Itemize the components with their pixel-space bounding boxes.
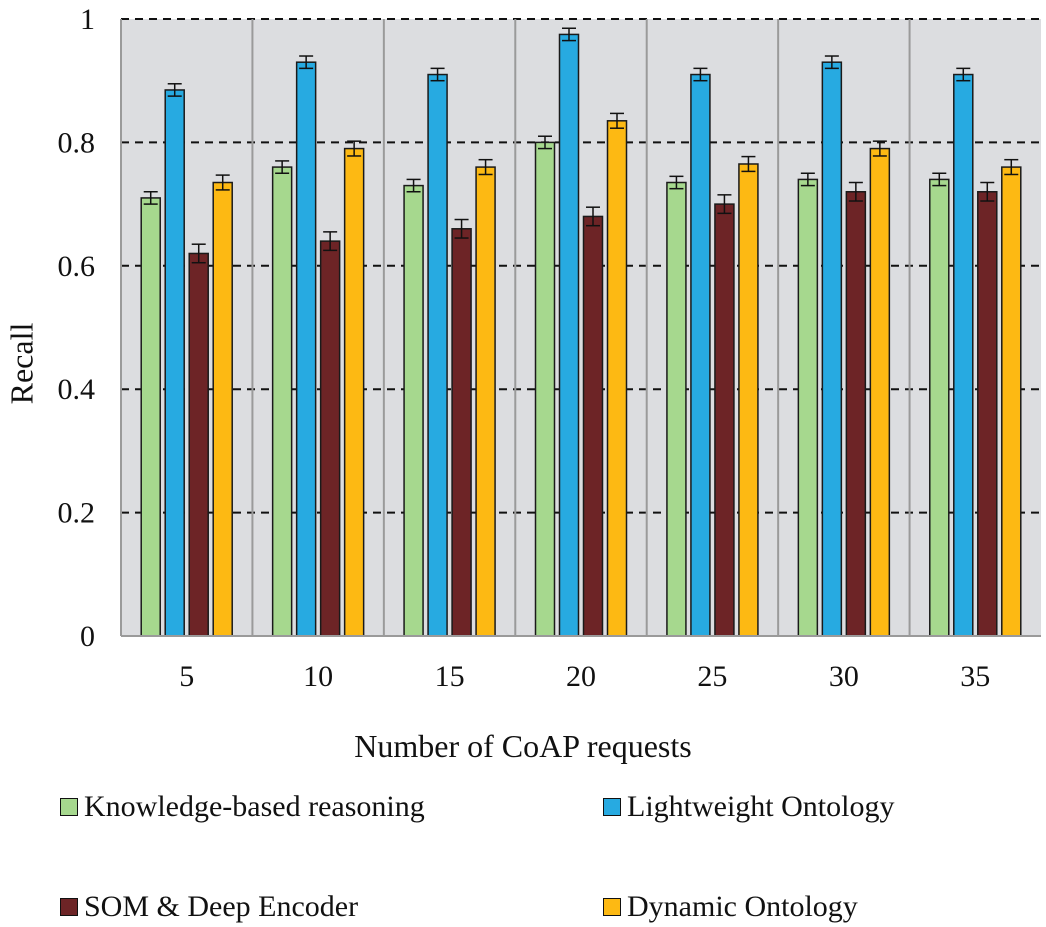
y-tick-labels: 0 0.2 0.4 0.6 0.8 1	[58, 3, 96, 653]
legend-swatch	[603, 798, 621, 816]
legend-swatch	[60, 898, 78, 916]
y-tick-label: 0.2	[58, 497, 96, 530]
bar-dynamic-ontology-15	[475, 166, 496, 637]
error-bar	[347, 140, 362, 157]
chart: 0 0.2 0.4 0.6 0.8 1 5 10 15 20 25 30 35	[58, 3, 1041, 693]
bar-dynamic-ontology-25	[738, 163, 759, 637]
error-bar	[215, 174, 230, 191]
error-bar	[932, 172, 947, 187]
bar-knowledge-based-reasoning-25	[666, 181, 687, 637]
category-separators	[120, 19, 911, 636]
error-bar	[693, 67, 708, 82]
error-bar	[430, 67, 445, 82]
bar-dynamic-ontology-35	[1001, 166, 1022, 637]
error-bar	[848, 181, 863, 202]
legend-swatch	[60, 798, 78, 816]
bar-knowledge-based-reasoning-35	[929, 178, 950, 637]
legend-label: Knowledge-based reasoning	[84, 790, 425, 823]
y-tick-label: 0.4	[58, 373, 96, 406]
error-bar	[956, 67, 971, 82]
legend-swatch	[603, 898, 621, 916]
bar-som-deep-encoder-35	[977, 191, 998, 637]
bar-som-deep-encoder-10	[319, 240, 341, 637]
error-bar	[299, 55, 314, 70]
error-bar	[454, 218, 469, 239]
error-bar	[1004, 158, 1019, 176]
legend-item-som-deep-encoder: SOM & Deep Encoder	[60, 890, 358, 924]
bar-knowledge-based-reasoning-15	[403, 184, 424, 637]
bar-lightweight-ontology-5	[164, 89, 185, 637]
x-tick-label: 35	[960, 660, 990, 693]
y-axis-label: Recall	[3, 322, 40, 405]
error-bar	[669, 175, 684, 190]
error-bar	[167, 83, 182, 97]
bar-dynamic-ontology-20	[606, 120, 628, 637]
x-axis-label: Number of CoAP requests	[354, 728, 692, 764]
x-tick-label: 20	[566, 660, 596, 693]
bar-som-deep-encoder-30	[845, 191, 867, 637]
bar-lightweight-ontology-20	[558, 33, 580, 637]
bar-som-deep-encoder-5	[188, 252, 209, 637]
bar-dynamic-ontology-5	[212, 181, 233, 637]
error-bar	[872, 140, 887, 157]
y-tick-label: 1	[80, 3, 95, 36]
error-bar	[717, 194, 732, 215]
legend-item-lightweight-ontology: Lightweight Ontology	[603, 790, 894, 824]
bar-lightweight-ontology-35	[953, 73, 974, 637]
error-bars	[143, 27, 1019, 264]
bar-knowledge-based-reasoning-30	[797, 178, 819, 637]
bar-knowledge-based-reasoning-10	[271, 166, 293, 637]
legend-label: Dynamic Ontology	[627, 890, 858, 923]
x-tick-label: 30	[829, 660, 859, 693]
bar-lightweight-ontology-25	[690, 73, 711, 637]
error-bar	[800, 172, 815, 187]
x-tick-label: 10	[303, 660, 333, 693]
bar-lightweight-ontology-15	[427, 73, 448, 637]
error-bar	[610, 112, 624, 129]
bar-dynamic-ontology-10	[343, 147, 365, 637]
bar-lightweight-ontology-10	[295, 61, 317, 637]
bar-som-deep-encoder-25	[714, 203, 735, 637]
bar-knowledge-based-reasoning-5	[140, 197, 161, 637]
error-bar	[191, 243, 206, 264]
legend-item-dynamic-ontology: Dynamic Ontology	[603, 890, 858, 924]
x-tick-labels: 5 10 15 20 25 30 35	[179, 660, 990, 693]
y-tick-label: 0	[80, 620, 95, 653]
bar-lightweight-ontology-30	[821, 61, 843, 637]
y-tick-label: 0.6	[58, 250, 96, 283]
bar-som-deep-encoder-20	[582, 215, 604, 637]
error-bar	[980, 181, 995, 202]
error-bar	[406, 178, 421, 193]
x-tick-label: 25	[697, 660, 727, 693]
legend-item-knowledge-based-reasoning: Knowledge-based reasoning	[60, 790, 425, 824]
error-bar	[538, 135, 552, 150]
bars	[140, 33, 1022, 637]
bar-knowledge-based-reasoning-20	[534, 141, 556, 637]
error-bar	[323, 231, 338, 252]
error-bar	[562, 27, 576, 42]
error-bar	[275, 160, 290, 174]
error-bar	[143, 191, 158, 205]
legend-label: SOM & Deep Encoder	[84, 890, 359, 923]
x-tick-label: 5	[179, 660, 194, 693]
x-tick-label: 15	[435, 660, 465, 693]
plot-area	[121, 19, 1041, 636]
legend-label: Lightweight Ontology	[627, 790, 895, 823]
bar-som-deep-encoder-15	[451, 228, 472, 637]
bar-dynamic-ontology-30	[869, 147, 891, 637]
error-bar	[478, 158, 493, 176]
error-bar	[586, 206, 600, 227]
error-bar	[741, 155, 756, 173]
y-tick-label: 0.8	[58, 126, 96, 159]
error-bar	[824, 55, 839, 70]
